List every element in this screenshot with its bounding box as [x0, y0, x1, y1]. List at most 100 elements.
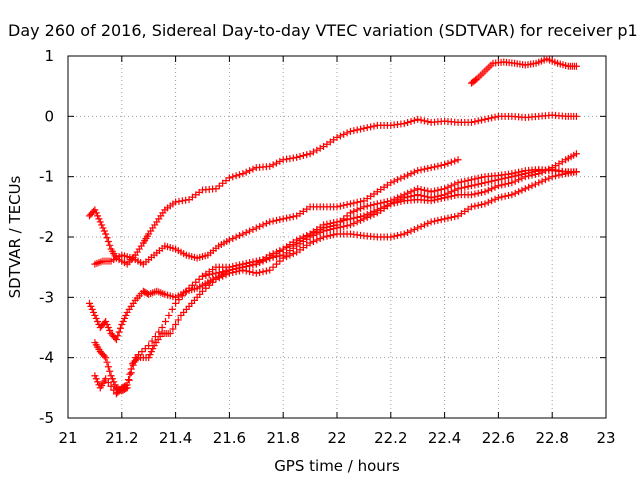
data-point — [424, 187, 432, 195]
data-point — [94, 317, 102, 325]
data-point — [471, 181, 479, 189]
data-point — [209, 278, 217, 286]
data-point — [508, 191, 516, 199]
data-point — [323, 226, 331, 234]
data-point — [417, 166, 425, 174]
data-point — [279, 215, 287, 223]
data-point — [249, 165, 257, 173]
data-point — [491, 113, 499, 121]
series-arc-e — [91, 165, 580, 395]
data-point — [400, 230, 408, 238]
data-point — [133, 355, 141, 363]
data-point — [474, 189, 482, 197]
data-point — [340, 222, 348, 230]
data-point — [444, 159, 452, 167]
data-point — [269, 161, 277, 169]
y-tick-label: -5 — [39, 409, 54, 427]
data-point — [488, 114, 496, 122]
data-point — [106, 241, 114, 249]
data-point — [86, 299, 94, 307]
data-point — [155, 328, 163, 336]
x-tick-label: 23 — [596, 429, 615, 447]
data-point — [424, 164, 432, 172]
data-point — [572, 168, 580, 176]
data-points — [86, 55, 580, 398]
data-point — [269, 217, 277, 225]
data-point — [118, 320, 126, 328]
x-tick-labels: 21 21.2 21.4 21.6 21.8 22 22.2 22.4 22.6 22.8 23 — [58, 429, 615, 447]
data-point — [444, 193, 452, 201]
data-point — [266, 266, 274, 274]
data-point — [340, 201, 348, 209]
data-point — [518, 186, 526, 194]
data-point — [199, 287, 206, 295]
data-point — [387, 179, 395, 187]
data-point — [246, 262, 254, 270]
data-point — [370, 207, 378, 215]
x-tick-label: 22.6 — [482, 429, 515, 447]
data-point — [441, 185, 449, 193]
y-tick-label: 0 — [44, 107, 54, 125]
data-point — [114, 332, 122, 340]
data-point — [383, 201, 391, 209]
data-point — [417, 116, 425, 124]
data-point — [346, 215, 354, 223]
data-point — [289, 154, 297, 162]
data-point — [262, 219, 270, 227]
data-point — [182, 196, 190, 204]
data-point — [147, 348, 155, 356]
data-point — [96, 218, 104, 226]
data-point — [235, 231, 243, 239]
data-point — [572, 112, 580, 120]
data-point — [286, 242, 294, 250]
data-point — [434, 162, 442, 170]
data-point — [367, 123, 375, 131]
data-point — [404, 228, 412, 236]
data-point — [346, 209, 354, 217]
data-point — [357, 213, 365, 221]
y-tick-label: 1 — [44, 47, 54, 65]
data-point — [468, 182, 475, 190]
data-point — [103, 320, 111, 328]
data-point — [360, 203, 368, 211]
data-point — [242, 168, 250, 176]
data-point — [541, 167, 549, 175]
data-point — [471, 202, 479, 210]
data-point — [111, 381, 119, 389]
data-point — [350, 199, 358, 207]
data-point — [380, 203, 388, 211]
data-point — [343, 201, 351, 209]
data-point — [108, 375, 116, 383]
data-point — [330, 225, 338, 233]
data-point — [400, 173, 408, 181]
data-point — [484, 186, 492, 194]
data-point — [232, 233, 240, 241]
data-point — [102, 375, 110, 383]
data-point — [481, 115, 489, 123]
data-point — [141, 345, 149, 353]
series-arc-c — [91, 156, 462, 268]
data-point — [336, 202, 344, 210]
data-point — [528, 182, 536, 190]
data-point — [169, 325, 177, 333]
chart-title: Day 260 of 2016, Sidereal Day-to-day VTE… — [8, 21, 638, 40]
data-point — [115, 328, 123, 336]
data-point — [122, 311, 130, 319]
plot-frame — [67, 55, 607, 419]
data-point — [572, 150, 580, 158]
data-point — [531, 170, 539, 178]
y-axis-label: SDTVAR / TECUs — [6, 175, 24, 298]
data-point — [474, 117, 482, 125]
data-point — [246, 227, 254, 235]
data-point — [404, 119, 412, 127]
data-point — [119, 317, 127, 325]
data-point — [87, 302, 95, 310]
data-point — [478, 173, 486, 181]
data-point — [420, 117, 428, 125]
data-point — [353, 198, 361, 206]
data-point — [259, 221, 267, 229]
data-point — [145, 354, 153, 362]
data-point — [205, 281, 213, 289]
data-point — [249, 268, 257, 276]
data-point — [323, 220, 331, 228]
